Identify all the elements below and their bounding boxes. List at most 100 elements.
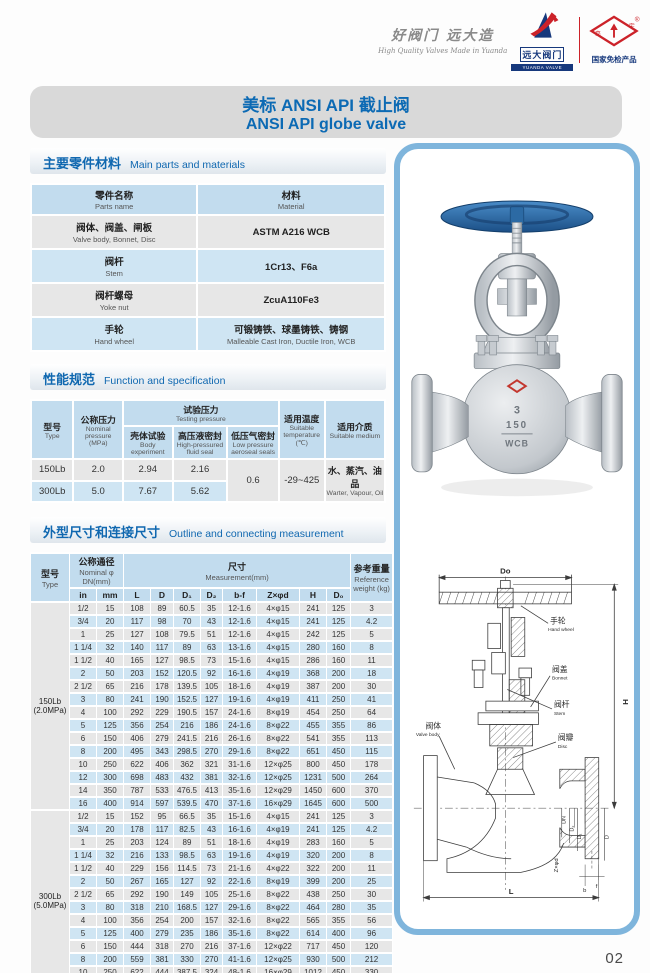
table-row: 1 1/2 40 165 127 98.5 73 15-1.6 4×φ15 286 160 11 bbox=[31, 653, 394, 668]
table-row: 阀杆 Stem 1Cr13、F6a bbox=[29, 248, 386, 284]
section-header-parts: 主要零件材料 Main parts and materials bbox=[30, 148, 386, 174]
yuanda-logo-cn: 远大阀门 bbox=[520, 46, 565, 62]
page-header: 好阀门 远大造 High Quality Valves Made in Yuan… bbox=[374, 11, 642, 71]
label-hand-wheel-cn: 手轮 bbox=[550, 615, 566, 625]
slogan-cn: 好阀门 远大造 bbox=[391, 28, 495, 44]
table-row: 4 100 356 254 200 157 32-1.6 8×φ22 565 355 56 bbox=[31, 913, 394, 928]
label-bonnet-en: Bonnet bbox=[552, 676, 568, 682]
dimensions-table: 型号 Type 公称通径 Nominal φ DN(mm) 尺寸 Measure… bbox=[30, 552, 394, 973]
table-row: 300Lb 5.0 7.67 5.62 bbox=[29, 479, 385, 503]
table-row: 阀杆螺母 Yoke nut ZcuA110Fe3 bbox=[29, 282, 386, 318]
table-row: 1 25 203 124 89 51 18-1.6 4×φ19 283 160 5 bbox=[31, 835, 394, 850]
dim-h: H bbox=[621, 699, 630, 705]
content-column: 主要零件材料 Main parts and materials 零件名称 Par… bbox=[29, 148, 394, 973]
table-row: 4 100 292 229 190.5 157 24-1.6 8×φ19 454 250 64 bbox=[31, 705, 394, 720]
label-stem-en: Stem bbox=[554, 711, 565, 717]
column-header-temperature: 适用温度 Suitable temperature (℃) bbox=[277, 399, 326, 460]
label-hand-wheel-en: Hand wheel bbox=[548, 627, 574, 633]
table-row: 1 1/2 40 229 156 114.5 73 21-1.6 4×φ22 322 200 11 bbox=[31, 861, 394, 876]
svg-text:亮: 亮 bbox=[595, 30, 601, 38]
label-body-cn: 阀体 bbox=[426, 720, 442, 730]
dim-l: L bbox=[509, 887, 514, 896]
svg-text:宇: 宇 bbox=[629, 22, 635, 30]
inspection-exempt-label: 国家免检产品 bbox=[591, 55, 637, 64]
page-title-en: ANSI API globe valve bbox=[245, 115, 407, 133]
column-header-type: 型号 Type bbox=[30, 552, 70, 603]
page-title: 美标 ANSI API 截止阀 ANSI API globe valve bbox=[30, 86, 622, 138]
table-row: 16 400 914 597 539.5 470 37-1.6 16×φ29 1645 600 50… bbox=[31, 796, 394, 811]
column-header: D₁ bbox=[173, 587, 201, 603]
dim-zxd: Z×φd bbox=[554, 858, 560, 872]
label-disc-en: Disc bbox=[558, 744, 568, 750]
inspection-exempt-badge: ® 亮 宇 国家免检产品 bbox=[586, 15, 642, 65]
table-row: 2 50 267 165 127 92 22-1.6 8×φ19 399 200 25 bbox=[31, 874, 394, 889]
page-title-cn: 美标 ANSI API 截止阀 bbox=[242, 95, 410, 115]
globe-valve-line-drawing: Do H L Z×φd b f DN D₂ D₁ D 手轮 Hand wheel… bbox=[413, 567, 630, 902]
table-row: 3 80 318 210 168.5 127 29-1.6 8×φ22 464 280 35 bbox=[31, 900, 394, 915]
globe-valve-photo-illustration: 3 150 WCB bbox=[411, 200, 623, 497]
column-header: D₀ bbox=[325, 587, 352, 603]
dim-f: f bbox=[596, 884, 598, 890]
label-bonnet-cn: 阀盖 bbox=[552, 664, 568, 674]
materials-table-body: 阀体、阀盖、闸板 Valve body, Bonnet, Disc ASTM A21… bbox=[29, 214, 386, 352]
table-row: 1 1/4 32 140 117 89 63 13-1.6 4×φ15 280 160 8 bbox=[31, 640, 394, 655]
materials-table: 零件名称 Parts name 材料 Material 阀体、阀盖、闸板 Valv… bbox=[29, 183, 386, 352]
section-title-en: Outline and connecting measurement bbox=[169, 528, 344, 540]
column-header: D₂ bbox=[200, 587, 223, 603]
dim-d1: D₁ bbox=[577, 833, 583, 839]
table-row: 10 250 622 406 362 321 31-1.6 12×φ25 800 450 178 bbox=[31, 757, 394, 772]
table-row: 150Lb 2.0 2.94 2.16 0.6 -29~425 水、蒸汽、油品 … bbox=[29, 458, 387, 503]
table-row: 手轮 Hand wheel 可锻铸铁、球墨铸铁、铸钢 Malleable Cast I… bbox=[29, 316, 386, 352]
slogan-en: High Quality Valves Made in Yuanda bbox=[378, 47, 508, 55]
section-title-en: Main parts and materials bbox=[130, 159, 245, 171]
brand-slogan: 好阀门 远大造 High Quality Valves Made in Yuan… bbox=[374, 25, 511, 55]
dim-d2: D₂ bbox=[569, 826, 575, 832]
yuanda-logo-icon bbox=[530, 11, 559, 38]
table-row: 6 150 444 318 270 216 37-1.6 12×φ22 717 450 120 bbox=[31, 939, 394, 954]
medium-cell: 水、蒸汽、油品 Warter, Vapour, Oil bbox=[323, 458, 387, 503]
row-group-label: 300Lb (5.0MPa) bbox=[30, 809, 70, 973]
section-header-spec: 性能规范 Function and specification bbox=[30, 364, 386, 390]
column-header: in bbox=[69, 587, 97, 603]
row-group-label: 150Lb (2.0MPa) bbox=[30, 601, 70, 811]
column-header-weight: 参考重量 Reference weight (kg) bbox=[350, 552, 394, 603]
dims-subheader-row: in mm L D D₁ D₂ b-f Z×φd H D₀ bbox=[31, 587, 393, 603]
table-row: 14 350 787 533 476.5 413 35-1.6 12×φ29 1450 600 37… bbox=[31, 783, 394, 798]
diamond-y-icon: ® 亮 宇 bbox=[589, 15, 640, 47]
dim-d: D bbox=[604, 835, 610, 839]
dim-do: Do bbox=[500, 567, 511, 576]
column-header-testing-pressure: 试验压力 Testing pressure bbox=[122, 399, 280, 427]
valve-marking-material: WCB bbox=[505, 439, 529, 449]
column-header-body-test: 壳体试验 Body experiment bbox=[122, 425, 174, 460]
table-row: 1 1/4 32 216 133 98.5 63 19-1.6 4×φ19 320 200 8 bbox=[31, 848, 394, 863]
dim-b: b bbox=[583, 888, 586, 894]
table-row: 6 150 406 279 241.5 216 26-1.6 8×φ22 541 355 113 bbox=[31, 731, 394, 746]
column-header-nominal-pressure: 公称压力 Nominal pressure (MPa) bbox=[72, 399, 125, 460]
column-header: b-f bbox=[222, 587, 257, 603]
label-body-en: Valve body bbox=[416, 732, 440, 738]
section-title-cn: 主要零件材料 bbox=[43, 156, 122, 171]
column-header-nominal-diameter: 公称通径 Nominal φ DN(mm) bbox=[69, 552, 124, 589]
column-header: D bbox=[150, 587, 174, 603]
page-number: 02 bbox=[605, 950, 624, 967]
table-row: 8 200 495 343 298.5 270 29-1.6 8×φ22 651 450 115 bbox=[31, 744, 394, 759]
table-row: 5 125 400 279 235 186 35-1.6 8×φ22 614 400 96 bbox=[31, 926, 394, 941]
label-stem-cn: 阀杆 bbox=[554, 699, 570, 709]
table-row: 2 50 203 152 120.5 92 16-1.6 4×φ19 368 200 18 bbox=[31, 666, 394, 681]
yuanda-logo-en: YUANDA VALVE bbox=[511, 63, 574, 71]
header-divider bbox=[579, 17, 581, 63]
label-disc-cn: 阀瓣 bbox=[558, 732, 574, 742]
table-row: 3/4 20 117 98 70 43 12-1.6 4×φ15 241 125 4.2 bbox=[31, 614, 394, 629]
table-row: 2 1/2 65 292 190 149 105 25-1.6 8×φ22 438 250 30 bbox=[31, 887, 394, 902]
table-row: 150Lb (2.0MPa) 1/2 15 108 89 60.5 35 12-1.6 4×φ15… bbox=[30, 601, 394, 811]
column-header-material: 材料 Material bbox=[196, 183, 386, 216]
table-row: 3/4 20 178 117 82.5 43 16-1.6 4×φ19 241 125 4.2 bbox=[31, 822, 394, 837]
table-row: 5 125 356 254 216 186 24-1.6 8×φ22 455 355 86 bbox=[31, 718, 394, 733]
table-row: 2 1/2 65 216 178 139.5 105 18-1.6 4×φ19 387 200 30 bbox=[31, 679, 394, 694]
valve-marking-size: 3 bbox=[514, 404, 520, 416]
table-row: 8 200 559 381 330 270 41-1.6 12×φ25 930 500 212 bbox=[31, 952, 394, 967]
column-header-high-pressure-seal: 高压液密封 High-pressured fluid seal bbox=[171, 425, 229, 460]
table-row: 阀体、阀盖、闸板 Valve body, Bonnet, Disc ASTM A21… bbox=[29, 214, 386, 250]
column-header: H bbox=[299, 587, 327, 603]
